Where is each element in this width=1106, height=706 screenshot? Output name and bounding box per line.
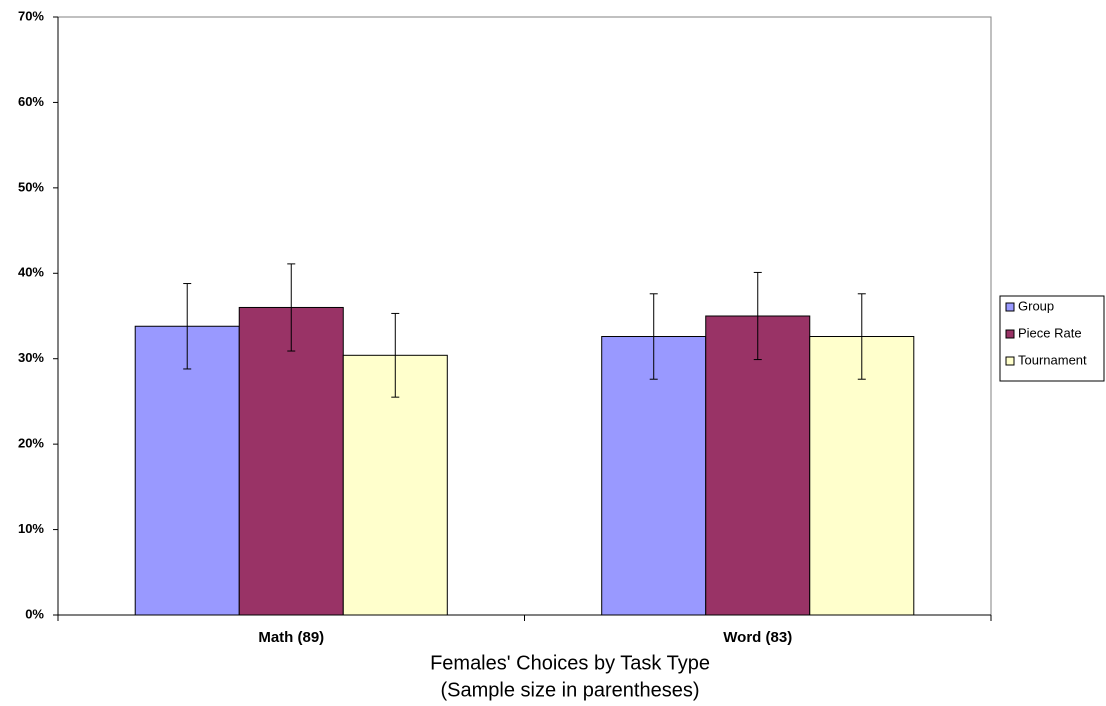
chart-subtitle: (Sample size in parentheses) <box>440 679 699 701</box>
x-tick-label: Word (83) <box>723 629 792 646</box>
x-tick-label: Math (89) <box>258 629 324 646</box>
y-tick-label: 10% <box>18 521 44 536</box>
y-tick-label: 0% <box>25 606 44 621</box>
y-tick-label: 50% <box>18 179 44 194</box>
legend-label: Group <box>1018 298 1054 313</box>
legend-swatch <box>1005 302 1015 312</box>
legend-swatch <box>1005 356 1015 366</box>
y-tick-label: 70% <box>18 8 44 23</box>
bar <box>238 306 344 616</box>
y-tick-label: 40% <box>18 265 44 280</box>
y-tick-label: 20% <box>18 436 44 451</box>
legend-box <box>999 295 1105 382</box>
bar <box>342 354 448 616</box>
y-tick-label: 60% <box>18 94 44 109</box>
bar <box>809 336 915 616</box>
legend-label: Piece Rate <box>1018 325 1082 340</box>
bar <box>705 315 811 616</box>
chart-title: Females' Choices by Task Type <box>430 652 710 674</box>
bar <box>134 325 240 616</box>
y-tick-label: 30% <box>18 350 44 365</box>
bar <box>601 336 707 616</box>
legend-swatch <box>1005 329 1015 339</box>
legend-label: Tournament <box>1018 352 1087 367</box>
